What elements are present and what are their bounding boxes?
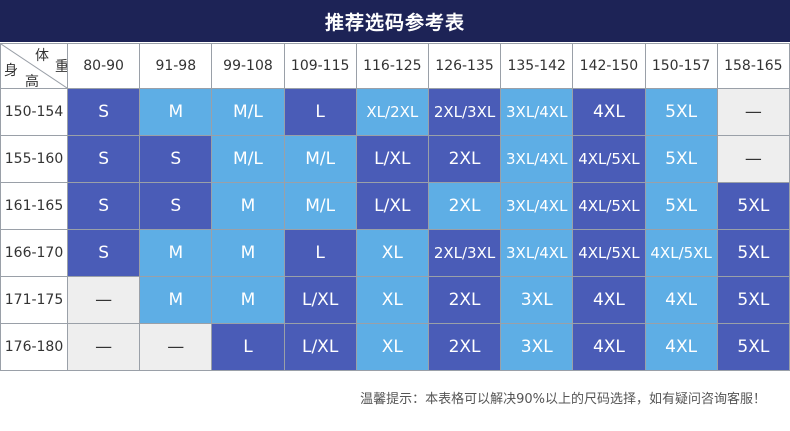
size-cell: 3XL/4XL [500,182,574,230]
diagonal-divider [1,44,67,88]
size-cell: 3XL/4XL [500,135,574,183]
size-cell: 3XL [500,276,574,324]
weight-range-header: 150-157 [644,43,718,89]
height-range-label: 161-165 [0,182,68,230]
size-cell: XL [355,229,429,277]
size-cell: M [139,88,213,136]
size-cell: 4XL [572,323,646,371]
table-row: 176-180— — L L/XL XL 2XL 3XL 4XL 4XL 5XL [0,323,790,371]
size-cell: L [283,229,357,277]
corner-height-char-2: 高 [25,74,39,89]
size-cell: M [211,182,285,230]
size-cell: — [139,323,213,371]
height-range-label: 150-154 [0,88,68,136]
weight-range-header: 142-150 [572,43,646,89]
size-cell: 5XL [716,182,790,230]
size-cell: XL/2XL [355,88,429,136]
size-cell: 4XL/5XL [572,135,646,183]
size-cell: M [139,276,213,324]
size-cell: M/L [211,135,285,183]
size-cell: 4XL [644,276,718,324]
size-cell: — [716,88,790,136]
size-cell: — [66,276,141,324]
header-row: 体 重 身 高 80-9091-9899-108109-115116-12512… [0,43,790,89]
size-cell: 5XL [644,182,718,230]
size-cell: — [66,323,141,371]
size-cell: L [211,323,285,371]
size-cell: 2XL [427,135,502,183]
height-range-label: 166-170 [0,229,68,277]
size-cell: — [716,135,790,183]
size-cell: 4XL [644,323,718,371]
size-cell: S [139,182,213,230]
table-row: 155-160 S S M/L M/L L/XL 2XL 3XL/4XL 4XL/5XL 5XL — [0,135,790,183]
height-range-label: 171-175 [0,276,68,324]
size-cell: S [66,88,141,136]
corner-weight-char-1: 体 [35,48,49,64]
corner-weight-char-2: 重 [55,56,67,76]
weight-range-header: 158-165 [716,43,790,89]
size-cell: 3XL/4XL [500,229,574,277]
size-cell: 5XL [716,276,790,324]
size-cell: 5XL [644,88,718,136]
table-row: 150-154 S M M/L L XL/2XL 2XL/3XL 3XL/4XL 4XL 5XL — [0,88,790,136]
size-cell: L/XL [283,323,357,371]
weight-range-header: 109-115 [283,43,357,89]
size-cell: 2XL [427,182,502,230]
size-cell: 3XL/4XL [500,88,574,136]
size-cell: M [139,229,213,277]
footer-note: 温馨提示：本表格可以解决90%以上的尺码选择，如有疑问咨询客服！ [360,392,766,407]
height-range-label: 155-160 [0,135,68,183]
size-cell: M [211,229,285,277]
size-cell: M/L [283,135,357,183]
size-cell: 5XL [644,135,718,183]
size-cell: 5XL [716,229,790,277]
size-cell: 4XL/5XL [572,182,646,230]
table-title: 推荐选码参考表 [0,0,790,42]
size-cell: S [66,135,141,183]
table-row: 171-175— M M L/XL XL 2XL 3XL 4XL 4XL 5XL [0,276,790,324]
table-row: 161-165 S S M M/L L/XL 2XL 3XL/4XL 4XL/5XL 5XL 5XL [0,182,790,230]
weight-range-header: 135-142 [500,43,574,89]
size-cell: 3XL [500,323,574,371]
weight-range-header: 99-108 [211,43,285,89]
size-chart-table: 体 重 身 高 80-9091-9899-108109-115116-12512… [0,43,790,371]
size-cell: 4XL [572,276,646,324]
size-cell: L/XL [283,276,357,324]
size-cell: M/L [283,182,357,230]
weight-range-header: 91-98 [139,43,213,89]
weight-range-header: 126-135 [427,43,502,89]
size-cell: XL [355,323,429,371]
size-cell: 4XL [572,88,646,136]
weight-range-header: 80-90 [66,43,141,89]
size-cell: 4XL/5XL [644,229,718,277]
size-cell: 2XL/3XL [427,229,502,277]
size-cell: S [66,229,141,277]
height-range-label: 176-180 [0,323,68,371]
weight-range-header: 116-125 [355,43,429,89]
table-row: 166-170 S M M L XL 2XL/3XL 3XL/4XL 4XL/5XL 4XL/5X… [0,229,790,277]
corner-height-char-1: 身 [4,63,18,79]
size-cell: 4XL/5XL [572,229,646,277]
size-cell: S [66,182,141,230]
size-cell: M/L [211,88,285,136]
size-cell: S [139,135,213,183]
size-cell: 2XL/3XL [427,88,502,136]
size-cell: L/XL [355,182,429,230]
size-cell: XL [355,276,429,324]
size-cell: 5XL [716,323,790,371]
size-cell: 2XL [427,276,502,324]
size-cell: L [283,88,357,136]
size-cell: L/XL [355,135,429,183]
corner-cell: 体 重 身 高 [0,43,68,89]
size-cell: 2XL [427,323,502,371]
size-cell: M [211,276,285,324]
